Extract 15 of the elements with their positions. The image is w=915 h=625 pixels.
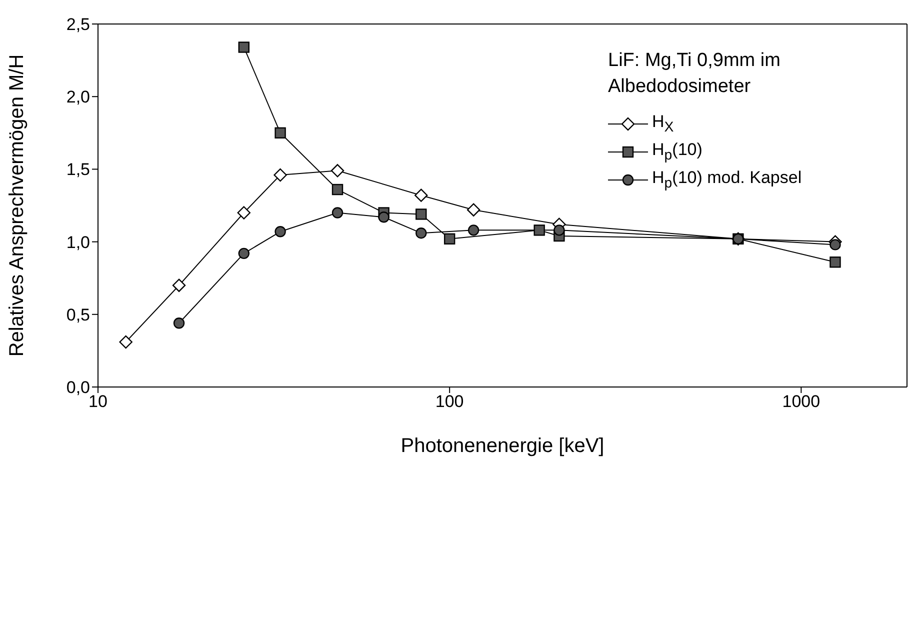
legend-label: H$_{X}$: [652, 112, 674, 136]
y-axis-title: Relatives Ansprechvermögen M/H: [6, 54, 28, 357]
legend-label: H$_{p}$(10) mod. Kapsel: [652, 168, 802, 192]
x-axis-title: Photonenenergie [keV]: [400, 435, 604, 457]
y-tick-label: 2,0: [66, 88, 90, 107]
y-tick-label: 0,0: [66, 378, 90, 398]
y-tick-label: 1,0: [66, 232, 90, 252]
legend-label: H$_{p}$(10): [652, 140, 702, 164]
x-tick-label: 1000: [782, 392, 820, 412]
x-tick-label: 100: [435, 392, 464, 412]
x-tick-label: 10: [88, 392, 108, 412]
legend-title: LiF: Mg,Ti 0,9mm im Albedodosimeter: [608, 49, 782, 99]
y-tick-label: 0,5: [66, 305, 90, 324]
y-tick-label: 1,5: [66, 160, 90, 180]
y-tick-label: 2,5: [66, 15, 90, 34]
